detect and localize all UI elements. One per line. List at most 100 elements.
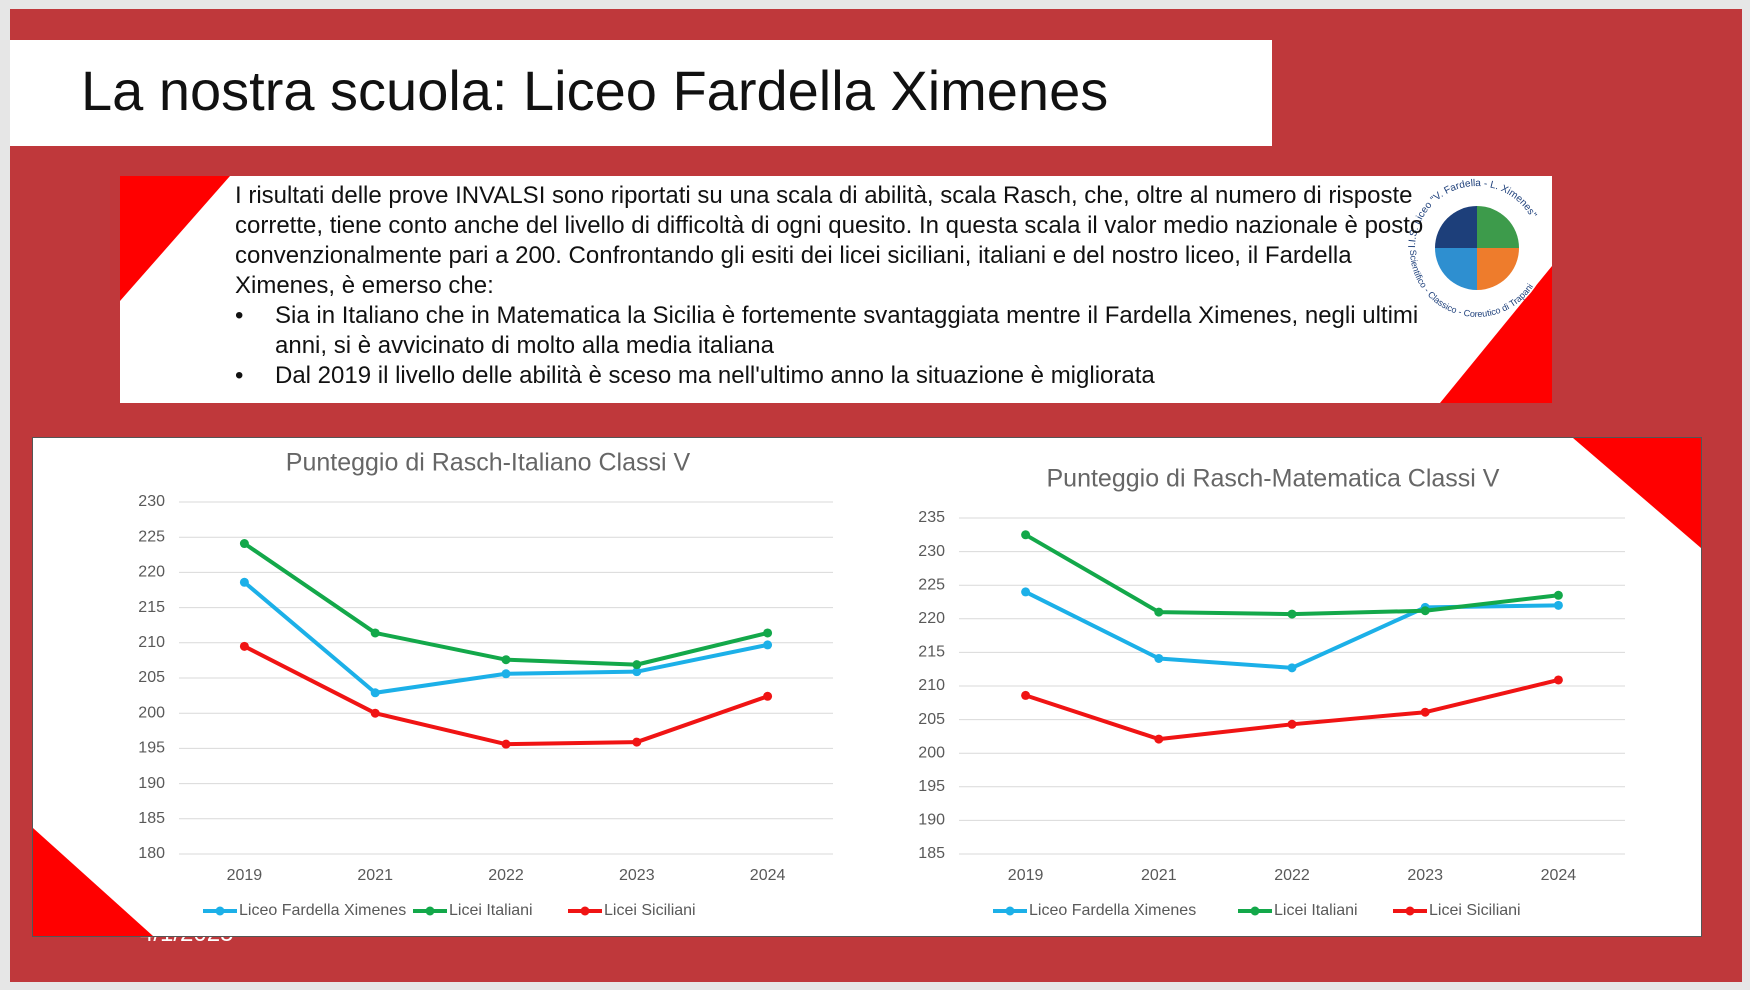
x-tick-label: 2021 bbox=[357, 867, 393, 884]
paragraph: I risultati delle prove INVALSI sono rip… bbox=[235, 182, 1424, 299]
x-tick-label: 2019 bbox=[1008, 867, 1044, 884]
x-tick-label: 2019 bbox=[227, 867, 263, 884]
data-point bbox=[1287, 609, 1297, 619]
data-point bbox=[632, 737, 642, 747]
x-tick-label: 2023 bbox=[619, 867, 655, 884]
data-point bbox=[1420, 606, 1430, 616]
y-tick-label: 215 bbox=[138, 599, 165, 616]
x-tick-label: 2022 bbox=[1274, 867, 1310, 884]
y-tick-label: 180 bbox=[138, 845, 165, 862]
logo-quadrant bbox=[1435, 248, 1477, 290]
y-tick-label: 190 bbox=[918, 812, 945, 829]
corner-triangle bbox=[1573, 438, 1701, 548]
chart-title: Punteggio di Rasch-Matematica Classi V bbox=[1047, 465, 1500, 493]
x-tick-label: 2021 bbox=[1141, 867, 1177, 884]
legend-swatch bbox=[1250, 906, 1260, 916]
y-tick-label: 235 bbox=[918, 509, 945, 526]
logo-quadrant bbox=[1477, 206, 1519, 248]
chart-area: Punteggio di Rasch-Italiano Classi V 180 1… bbox=[32, 437, 1702, 937]
y-tick-label: 220 bbox=[918, 610, 945, 627]
x-tick-label: 2022 bbox=[488, 867, 524, 884]
chart-title: Punteggio di Rasch-Italiano Classi V bbox=[286, 449, 691, 477]
x-tick-label: 2023 bbox=[1407, 867, 1443, 884]
data-point bbox=[1553, 600, 1563, 610]
data-point bbox=[763, 628, 773, 638]
data-point bbox=[763, 640, 773, 650]
legend-label: Licei Siciliani bbox=[1429, 902, 1521, 919]
data-point bbox=[1154, 607, 1164, 617]
legend-swatch bbox=[425, 906, 435, 916]
bullet: • bbox=[235, 302, 244, 329]
bullet-item: • Sia in Italiano che in Matematica la Si… bbox=[235, 301, 1435, 361]
data-point bbox=[1154, 653, 1164, 663]
data-point bbox=[632, 660, 642, 670]
corner-triangle bbox=[120, 176, 230, 301]
data-point bbox=[1021, 587, 1031, 597]
legend-label: Liceo Fardella Ximenes bbox=[239, 902, 406, 919]
y-tick-label: 225 bbox=[138, 528, 165, 545]
data-point bbox=[763, 691, 773, 701]
y-tick-label: 195 bbox=[918, 778, 945, 795]
legend-label: Licei Siciliani bbox=[604, 902, 696, 919]
y-tick-label: 215 bbox=[918, 644, 945, 661]
data-point bbox=[370, 708, 380, 718]
data-point bbox=[1420, 707, 1430, 717]
data-point bbox=[501, 655, 511, 665]
bullet: • bbox=[235, 362, 244, 389]
title-box: La nostra scuola: Liceo Fardella Ximenes bbox=[10, 40, 1272, 146]
y-tick-label: 190 bbox=[138, 775, 165, 792]
bullet-text: Dal 2019 il livello delle abilità è sces… bbox=[275, 362, 1155, 389]
legend-label: Licei Italiani bbox=[1274, 902, 1358, 919]
data-point bbox=[239, 577, 249, 587]
data-point bbox=[239, 641, 249, 651]
logo-quadrant bbox=[1435, 206, 1477, 248]
data-point bbox=[632, 667, 642, 677]
data-point bbox=[370, 688, 380, 698]
data-point bbox=[1553, 675, 1563, 685]
y-tick-label: 205 bbox=[138, 669, 165, 686]
y-tick-label: 230 bbox=[918, 543, 945, 560]
text-content: I risultati delle prove INVALSI sono rip… bbox=[235, 181, 1435, 391]
x-tick-label: 2024 bbox=[750, 867, 786, 884]
data-point bbox=[1287, 719, 1297, 729]
y-tick-label: 195 bbox=[138, 740, 165, 757]
legend-label: Licei Italiani bbox=[449, 902, 533, 919]
corner-triangle bbox=[33, 828, 153, 936]
data-point bbox=[1553, 590, 1563, 600]
charts: Punteggio di Rasch-Italiano Classi V 180 1… bbox=[33, 438, 1701, 936]
data-point bbox=[1021, 530, 1031, 540]
data-point bbox=[1021, 690, 1031, 700]
series-line bbox=[1024, 678, 1559, 742]
corner-triangle bbox=[1440, 266, 1552, 403]
y-tick-label: 210 bbox=[918, 677, 945, 694]
data-point bbox=[370, 628, 380, 638]
y-tick-label: 205 bbox=[918, 711, 945, 728]
text-box: I.I.S. Liceo "V. Fardella - L. Ximenes" … bbox=[120, 176, 1552, 403]
y-tick-label: 225 bbox=[918, 576, 945, 593]
y-tick-label: 200 bbox=[918, 744, 945, 761]
logo-quadrant bbox=[1477, 248, 1519, 290]
legend-swatch bbox=[1405, 906, 1415, 916]
legend-label: Liceo Fardella Ximenes bbox=[1029, 902, 1196, 919]
logo: I.I.S. Liceo "V. Fardella - L. Ximenes" … bbox=[1407, 178, 1547, 319]
bullet-item: • Dal 2019 il livello delle abilità è sce… bbox=[235, 361, 1435, 391]
y-tick-label: 185 bbox=[918, 845, 945, 862]
legend-swatch bbox=[580, 906, 590, 916]
data-point bbox=[1287, 663, 1297, 673]
legend-swatch bbox=[1005, 906, 1015, 916]
legend-swatch bbox=[215, 906, 225, 916]
data-point bbox=[501, 739, 511, 749]
y-tick-label: 210 bbox=[138, 634, 165, 651]
y-tick-label: 220 bbox=[138, 564, 165, 581]
y-tick-label: 230 bbox=[138, 493, 165, 510]
series-line bbox=[1024, 533, 1559, 617]
y-tick-label: 185 bbox=[138, 810, 165, 827]
x-tick-label: 2024 bbox=[1541, 867, 1577, 884]
data-point bbox=[239, 539, 249, 549]
y-tick-label: 200 bbox=[138, 704, 165, 721]
slide-title: La nostra scuola: Liceo Fardella Ximenes bbox=[81, 59, 1109, 122]
bullet-text: Sia in Italiano che in Matematica la Sic… bbox=[275, 302, 1419, 359]
decor: I.I.S. Liceo "V. Fardella - L. Ximenes" … bbox=[120, 176, 1552, 403]
data-point bbox=[501, 669, 511, 679]
